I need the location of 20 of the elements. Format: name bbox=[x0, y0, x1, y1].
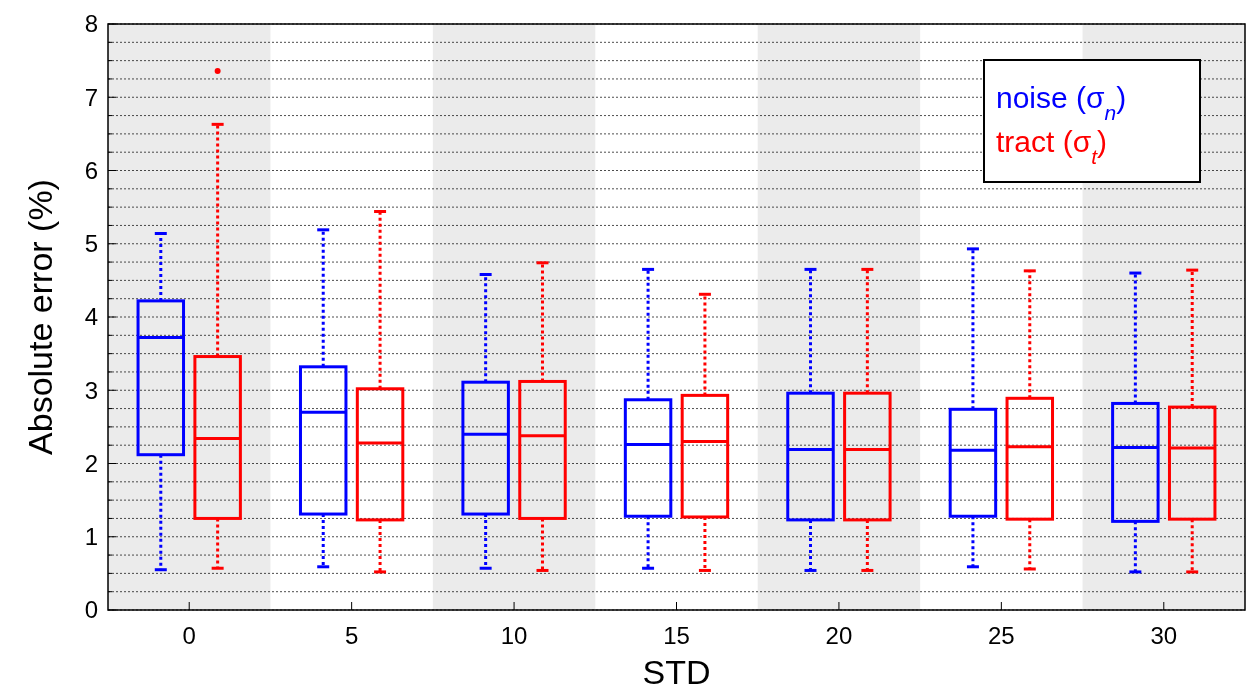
y-tick-label: 4 bbox=[84, 303, 98, 331]
y-tick-label: 2 bbox=[84, 449, 98, 477]
y-axis-title: Absolute error (%) bbox=[21, 179, 59, 455]
x-tick-label: 10 bbox=[500, 622, 528, 649]
text: tract (σ$_{t}$) bbox=[996, 125, 1108, 168]
text: noise (σ$_{n}$) bbox=[996, 81, 1127, 124]
y-tick-label: 3 bbox=[84, 376, 98, 404]
y-tick-label: 7 bbox=[84, 83, 98, 111]
x-tick-label: 20 bbox=[825, 622, 853, 649]
y-tick-label: 0 bbox=[84, 596, 98, 624]
x-tick-label: 25 bbox=[988, 622, 1015, 649]
y-tick-label: 8 bbox=[84, 10, 98, 38]
x-tick-label: 15 bbox=[663, 622, 690, 649]
x-tick-label: 30 bbox=[1150, 622, 1178, 649]
x-tick-label: 5 bbox=[344, 622, 359, 649]
x-tick-label: 0 bbox=[182, 622, 196, 649]
x-axis-title: STD bbox=[642, 653, 711, 691]
y-tick-label: 6 bbox=[84, 156, 98, 184]
y-tick-label: 5 bbox=[84, 230, 98, 258]
y-tick-label: 1 bbox=[84, 523, 98, 551]
